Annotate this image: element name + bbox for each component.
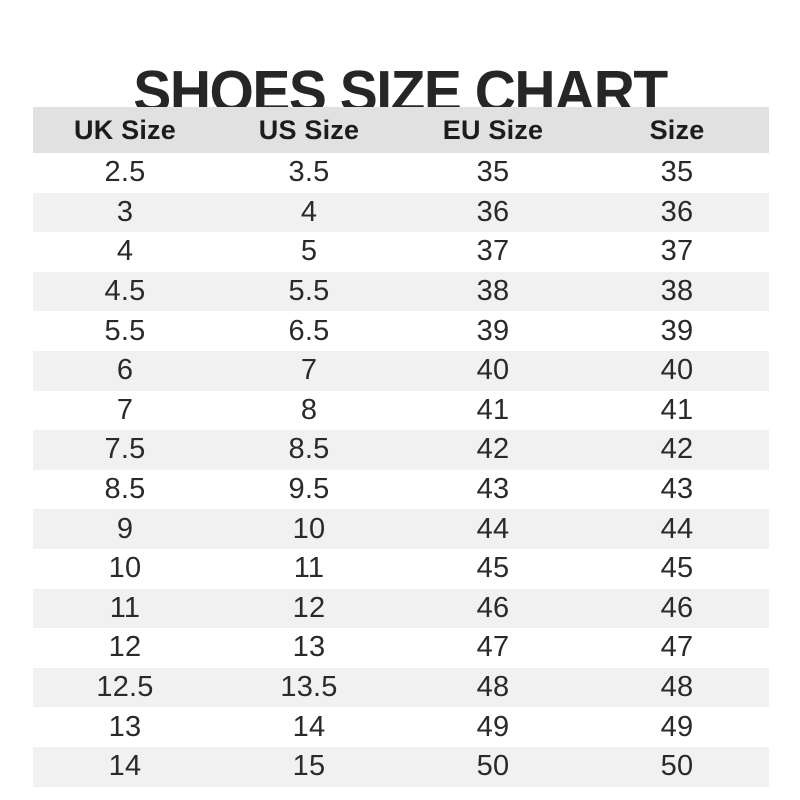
- column-header-size: Size: [649, 114, 705, 145]
- cell-uk-size: 7.5: [104, 433, 146, 466]
- cell-us-size: 5.5: [288, 275, 330, 308]
- cell-eu-size: 35: [476, 156, 510, 189]
- cell-us-size: 6.5: [288, 314, 330, 347]
- cell-uk-size: 12.5: [96, 671, 154, 704]
- cell-size: 42: [660, 433, 694, 466]
- table-row: 8.5 9.5 43 43: [33, 470, 769, 510]
- cell-size: 36: [660, 195, 694, 228]
- table-row: 4.5 5.5 38 38: [33, 271, 769, 312]
- cell-uk-size: 3: [116, 195, 134, 228]
- cell-eu-size: 43: [476, 473, 510, 506]
- cell-size: 47: [660, 631, 694, 664]
- cell-size: 45: [660, 552, 694, 585]
- cell-us-size: 8: [300, 393, 318, 426]
- table-row: 14 15 50 50: [33, 746, 769, 787]
- cell-size: 41: [660, 393, 694, 426]
- cell-uk-size: 5.5: [104, 314, 146, 347]
- cell-uk-size: 8.5: [104, 473, 146, 506]
- table-row: 7 8 41 41: [33, 391, 769, 431]
- cell-size: 38: [660, 275, 694, 308]
- cell-size: 39: [660, 314, 694, 347]
- cell-us-size: 13.5: [280, 671, 338, 704]
- cell-uk-size: 4.5: [104, 275, 146, 308]
- cell-us-size: 7: [300, 354, 318, 387]
- cell-us-size: 5: [300, 235, 318, 268]
- column-header-us-size: US Size: [258, 114, 360, 145]
- column-header-uk-size: UK Size: [74, 114, 176, 145]
- cell-eu-size: 41: [476, 393, 510, 426]
- cell-size: 35: [660, 156, 694, 189]
- table-row: 7.5 8.5 42 42: [33, 430, 769, 470]
- cell-eu-size: 36: [476, 195, 510, 228]
- cell-eu-size: 37: [476, 235, 510, 268]
- cell-eu-size: 50: [476, 750, 510, 783]
- table-row: 4 5 37 37: [33, 232, 769, 272]
- table-row: 12.5 13.5 48 48: [33, 667, 769, 708]
- cell-eu-size: 45: [476, 552, 510, 585]
- cell-eu-size: 44: [476, 512, 510, 545]
- cell-us-size: 3.5: [288, 156, 330, 189]
- cell-uk-size: 12: [108, 631, 142, 664]
- cell-size: 37: [660, 235, 694, 268]
- cell-eu-size: 49: [476, 710, 510, 743]
- cell-us-size: 10: [292, 512, 326, 545]
- cell-eu-size: 48: [476, 671, 510, 704]
- cell-size: 40: [660, 354, 694, 387]
- cell-eu-size: 40: [476, 354, 510, 387]
- table-row: 2.5 3.5 35 35: [33, 153, 769, 193]
- cell-size: 43: [660, 473, 694, 506]
- cell-us-size: 9.5: [288, 473, 330, 506]
- cell-uk-size: 7: [116, 393, 134, 426]
- cell-eu-size: 38: [476, 275, 510, 308]
- table-row: 5.5 6.5 39 39: [33, 311, 769, 351]
- cell-us-size: 11: [293, 552, 325, 585]
- cell-us-size: 14: [292, 710, 326, 743]
- cell-uk-size: 6: [116, 354, 134, 387]
- cell-uk-size: 11: [109, 591, 141, 624]
- shoe-size-table: UK Size US Size EU Size Size 2.5 3.5 35 35 3 4 36…: [33, 107, 769, 787]
- cell-us-size: 12: [292, 591, 326, 624]
- cell-uk-size: 9: [116, 512, 134, 545]
- cell-eu-size: 39: [476, 314, 510, 347]
- cell-us-size: 4: [300, 195, 318, 228]
- table-row: 3 4 36 36: [33, 192, 769, 233]
- cell-eu-size: 46: [476, 591, 510, 624]
- table-header-row: UK Size US Size EU Size Size: [33, 107, 769, 153]
- cell-eu-size: 42: [476, 433, 510, 466]
- table-row: 10 11 45 45: [33, 549, 769, 589]
- cell-us-size: 8.5: [288, 433, 330, 466]
- table-row: 13 14 49 49: [33, 707, 769, 747]
- cell-size: 49: [660, 710, 694, 743]
- cell-size: 48: [660, 671, 694, 704]
- cell-uk-size: 14: [108, 750, 142, 783]
- table-body: 2.5 3.5 35 35 3 4 36 36 4 5 37 37 4.5 5.5 38 38 5.5 6.5 39…: [33, 153, 769, 787]
- table-row: 12 13 47 47: [33, 628, 769, 668]
- table-row: 9 10 44 44: [33, 509, 769, 549]
- table-row: 11 12 46 46: [33, 588, 769, 629]
- cell-uk-size: 4: [116, 235, 134, 268]
- cell-us-size: 15: [292, 750, 326, 783]
- cell-uk-size: 13: [108, 710, 142, 743]
- cell-uk-size: 2.5: [104, 156, 146, 189]
- cell-uk-size: 10: [108, 552, 142, 585]
- table-row: 6 7 40 40: [33, 350, 769, 391]
- cell-eu-size: 47: [476, 631, 510, 664]
- cell-size: 46: [660, 591, 694, 624]
- cell-size: 50: [660, 750, 694, 783]
- cell-size: 44: [660, 512, 694, 545]
- cell-us-size: 13: [292, 631, 326, 664]
- column-header-eu-size: EU Size: [442, 114, 544, 145]
